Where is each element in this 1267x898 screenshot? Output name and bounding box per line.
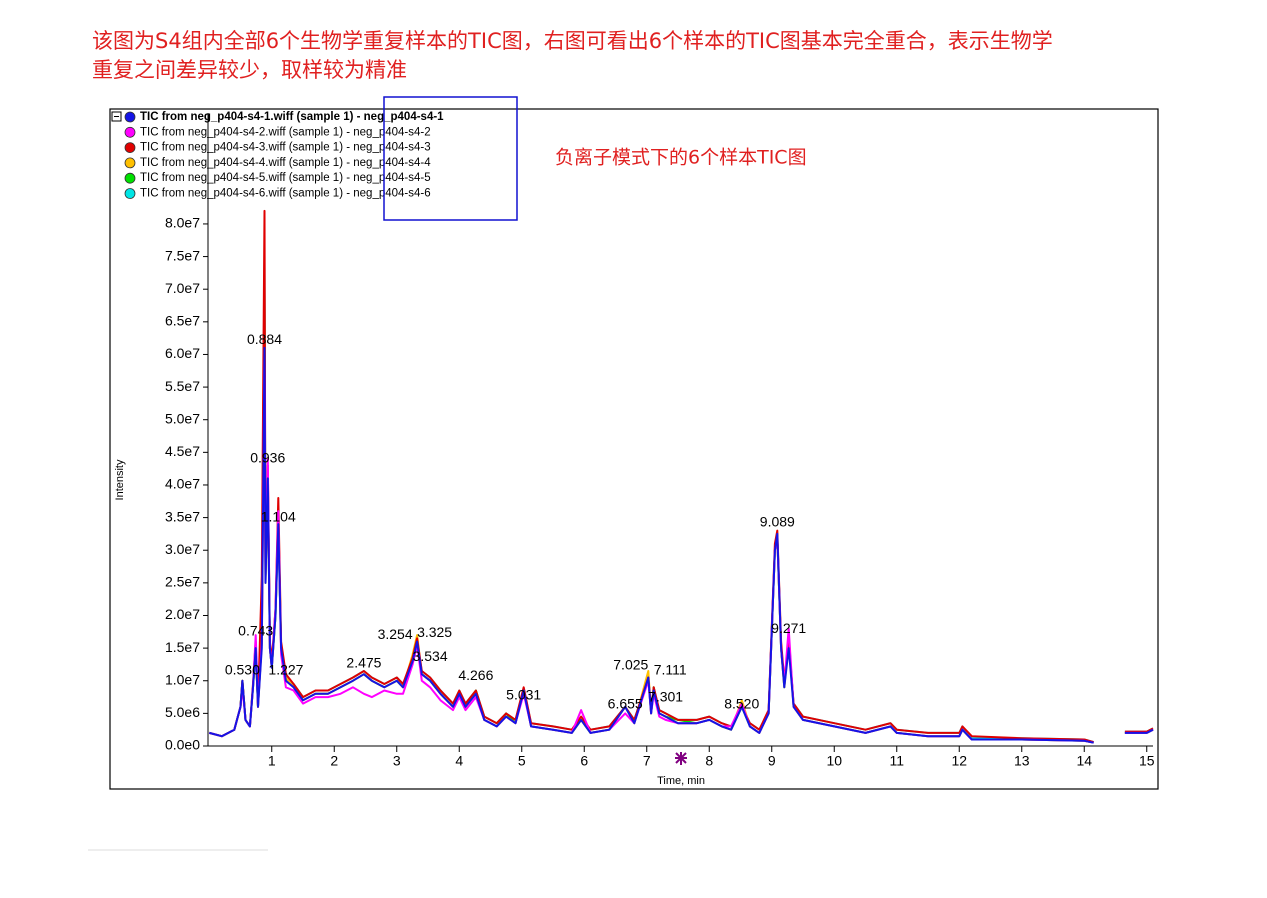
legend-label: TIC from neg_p404-s4-2.wiff (sample 1) -… xyxy=(140,126,431,138)
x-tick-label: 9 xyxy=(768,753,776,769)
y-tick-label: 7.5e7 xyxy=(165,247,200,263)
header-line: 该图为S4组内全部6个生物学重复样本的TIC图，右图可看出6个样本的TIC图基本… xyxy=(92,29,1053,53)
y-tick-label: 5.0e7 xyxy=(165,410,200,426)
y-tick-label: 4.0e7 xyxy=(165,476,200,492)
y-tick-label: 6.5e7 xyxy=(165,313,200,329)
legend-marker xyxy=(124,142,136,154)
legend-label: TIC from neg_p404-s4-4.wiff (sample 1) -… xyxy=(140,157,431,169)
x-tick-label: 10 xyxy=(826,753,842,769)
x-tick-label: 4 xyxy=(455,753,463,769)
peak-label: 7.025 xyxy=(613,656,648,672)
legend-label: TIC from neg_p404-s4-1.wiff (sample 1) -… xyxy=(140,111,444,123)
y-tick-label: 3.0e7 xyxy=(165,541,200,557)
peak-label: 4.266 xyxy=(458,667,493,683)
x-tick-label: 8 xyxy=(705,753,713,769)
y-tick-label: 7.0e7 xyxy=(165,280,200,296)
peak-label: 7.301 xyxy=(648,688,683,704)
peak-label: 5.031 xyxy=(506,686,541,702)
x-tick-label: 1 xyxy=(268,753,276,769)
y-tick-label: 5.5e7 xyxy=(165,378,200,394)
x-tick-label: 13 xyxy=(1014,753,1030,769)
peak-label: 0.743 xyxy=(238,623,273,639)
legend-marker xyxy=(124,188,136,199)
y-tick-label: 4.5e7 xyxy=(165,443,200,459)
chart-note: 负离子模式下的6个样本TIC图 xyxy=(555,147,807,169)
header-line: 重复之间差异较少，取样较为精准 xyxy=(92,58,407,82)
highlight-box xyxy=(383,96,518,221)
peak-label: 9.271 xyxy=(771,620,806,636)
peak-label: 8.520 xyxy=(724,696,759,712)
legend: TIC from neg_p404-s4-1.wiff (sample 1) -… xyxy=(111,111,444,200)
legend-label: TIC from neg_p404-s4-3.wiff (sample 1) -… xyxy=(140,142,431,154)
x-tick-label: 14 xyxy=(1076,753,1092,769)
y-tick-label: 0.0e0 xyxy=(165,737,200,753)
x-tick-label: 5 xyxy=(518,753,526,769)
chart-frame xyxy=(109,108,1159,790)
y-tick-label: 6.0e7 xyxy=(165,345,200,361)
x-tick-label: 11 xyxy=(889,753,904,769)
y-axis-label: Intensity xyxy=(114,459,126,500)
y-tick-label: 8.0e7 xyxy=(165,215,200,231)
series-line xyxy=(209,353,1154,744)
x-tick-label: 2 xyxy=(330,753,338,769)
peak-label: 3.534 xyxy=(413,648,448,664)
legend-label: TIC from neg_p404-s4-5.wiff (sample 1) -… xyxy=(140,172,431,184)
peak-label: 0.530 xyxy=(225,662,260,678)
peak-label: 0.884 xyxy=(247,331,282,347)
y-tick-label: 5.0e6 xyxy=(165,704,200,720)
peak-label: 7.111 xyxy=(654,662,687,678)
series-line xyxy=(209,346,1154,744)
peak-label: 1.104 xyxy=(261,508,296,524)
x-tick-label: 12 xyxy=(951,753,967,769)
y-tick-label: 2.5e7 xyxy=(165,574,200,590)
peak-label: 2.475 xyxy=(346,654,381,670)
legend-marker xyxy=(124,172,136,184)
time-marker xyxy=(675,752,687,765)
y-tick-label: 3.5e7 xyxy=(165,508,200,524)
peak-label: 9.089 xyxy=(760,514,795,530)
x-tick-label: 7 xyxy=(643,753,651,769)
x-tick-label: 15 xyxy=(1139,753,1155,769)
peak-label: 6.655 xyxy=(608,696,643,712)
peak-label: 0.936 xyxy=(250,450,285,466)
x-tick-label: 3 xyxy=(393,753,401,769)
y-tick-label: 1.5e7 xyxy=(165,639,200,655)
x-axis-label: Time, min xyxy=(657,775,705,787)
peak-label: 3.254 xyxy=(378,626,413,642)
x-tick-label: 6 xyxy=(580,753,588,769)
peak-label: 3.325 xyxy=(417,624,452,640)
legend-label: TIC from neg_p404-s4-6.wiff (sample 1) -… xyxy=(140,188,431,200)
y-tick-label: 1.0e7 xyxy=(165,671,200,687)
legend-marker xyxy=(124,111,136,123)
peak-label: 1.227 xyxy=(268,662,303,678)
y-tick-label: 2.0e7 xyxy=(165,606,200,622)
legend-marker xyxy=(124,126,136,138)
legend-marker xyxy=(124,157,136,169)
